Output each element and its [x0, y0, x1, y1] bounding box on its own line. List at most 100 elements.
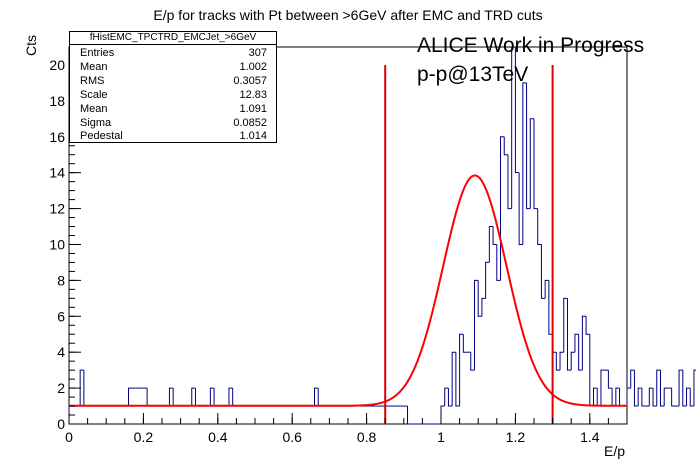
- stats-row: Mean 1.002: [80, 60, 267, 74]
- histogram-bin: [579, 334, 583, 370]
- y-tick-label: 2: [57, 380, 65, 396]
- x-tick-label: 1: [437, 429, 445, 445]
- stats-row-value: 1.091: [239, 102, 267, 116]
- histogram-bin: [657, 370, 661, 406]
- histogram-bin: [679, 370, 683, 406]
- histogram-bin: [586, 316, 590, 334]
- histogram-bin: [616, 388, 620, 406]
- x-tick-label: 0.2: [134, 429, 154, 445]
- y-tick-label: 14: [49, 165, 65, 181]
- stats-row-value: 0.0852: [233, 116, 267, 130]
- histogram-bin: [545, 280, 549, 298]
- histogram-bin: [527, 83, 531, 209]
- x-tick-label: 0.4: [208, 429, 228, 445]
- stats-row-label: RMS: [80, 74, 104, 88]
- histogram-bin: [173, 388, 177, 406]
- histogram-bin: [471, 352, 475, 370]
- histogram-bin: [594, 388, 598, 406]
- histogram-bin: [649, 388, 653, 406]
- stats-row: Scale 12.83: [80, 88, 267, 102]
- histogram-bin: [660, 370, 664, 406]
- y-tick-label: 8: [57, 272, 65, 288]
- histogram-bin: [601, 370, 605, 406]
- stats-row-value: 0.3057: [233, 74, 267, 88]
- x-tick-label: 0.8: [357, 429, 377, 445]
- y-tick-label: 6: [57, 308, 65, 324]
- stats-row-value: 1.014: [239, 129, 267, 143]
- histogram-bin: [582, 316, 586, 370]
- histogram-bin: [590, 334, 594, 406]
- y-tick-label: 10: [49, 236, 65, 252]
- stats-title: fHistEMC_TPCTRD_EMCJet_>6GeV: [70, 32, 276, 45]
- histogram-bin: [192, 388, 196, 406]
- y-tick-label: 20: [49, 57, 65, 73]
- histogram-bin: [463, 334, 467, 352]
- histogram-bin: [84, 370, 88, 406]
- watermark-line-1: ALICE Work in Progress: [417, 34, 644, 58]
- histogram-bin: [448, 388, 452, 406]
- y-axis-label: Cts: [23, 35, 39, 56]
- histogram-bin: [508, 155, 512, 209]
- histogram-bin: [627, 388, 631, 406]
- stats-row: Entries 307: [80, 46, 267, 60]
- x-tick-label: 0.6: [282, 429, 302, 445]
- stats-row-label: Scale: [80, 88, 108, 102]
- y-tick-label: 0: [57, 416, 65, 432]
- histogram-bin: [441, 406, 445, 424]
- watermark-line-2: p-p@13TeV: [417, 63, 528, 87]
- histogram-bin: [229, 388, 233, 406]
- x-tick-label: 0: [65, 429, 73, 445]
- histogram-bin: [530, 119, 534, 209]
- stats-row-label: Entries: [80, 46, 114, 60]
- histogram-bin: [169, 388, 173, 406]
- histogram-bin: [634, 370, 638, 406]
- histogram-bin: [233, 388, 237, 406]
- histogram-bin: [493, 227, 497, 245]
- stats-row-label: Mean: [80, 60, 108, 74]
- histogram-bin: [504, 137, 508, 155]
- histogram-bin: [564, 298, 568, 352]
- histogram-bin: [612, 388, 616, 406]
- histogram-bin: [556, 352, 560, 370]
- histogram-bin: [523, 83, 527, 245]
- histogram-bin: [214, 388, 218, 406]
- histogram-bin: [501, 137, 505, 281]
- fit-curve: [69, 175, 627, 405]
- histogram-bin: [318, 388, 322, 406]
- stats-row: Mean 1.091: [80, 102, 267, 116]
- stats-row-label: Sigma: [80, 116, 111, 130]
- histogram-bin: [638, 388, 642, 406]
- histogram-bin: [538, 209, 542, 245]
- histogram-bin: [571, 352, 575, 370]
- histogram-bin: [560, 352, 564, 370]
- histogram-bin: [210, 388, 214, 406]
- histogram-bin: [129, 388, 133, 406]
- histogram-bin: [690, 388, 694, 406]
- y-tick-label: 16: [49, 129, 65, 145]
- histogram-bin: [672, 388, 676, 406]
- histogram-bin: [620, 388, 624, 406]
- histogram-bin: [608, 370, 612, 388]
- histogram-bin: [452, 352, 456, 406]
- histogram-bin: [683, 370, 687, 406]
- y-tick-label: 12: [49, 201, 65, 217]
- stats-row-value: 307: [249, 46, 267, 60]
- histogram-bin: [147, 388, 151, 406]
- histogram-bin: [315, 388, 319, 406]
- histogram-bin: [445, 388, 449, 406]
- x-tick-label: 1.4: [580, 429, 600, 445]
- stats-row-label: Mean: [80, 102, 108, 116]
- histogram-bin: [534, 119, 538, 209]
- histogram-bin: [195, 388, 199, 406]
- histogram-bin: [486, 262, 490, 298]
- histogram-bin: [519, 173, 523, 245]
- stats-row: RMS 0.3057: [80, 74, 267, 88]
- histogram-bin: [541, 244, 545, 298]
- stats-row: Sigma 0.0852: [80, 116, 267, 130]
- stats-row-value: 12.83: [239, 88, 267, 102]
- histogram-bin: [456, 352, 460, 406]
- y-tick-label: 18: [49, 93, 65, 109]
- histogram-bin: [567, 298, 571, 370]
- stats-row: Pedestal 1.014: [80, 129, 267, 143]
